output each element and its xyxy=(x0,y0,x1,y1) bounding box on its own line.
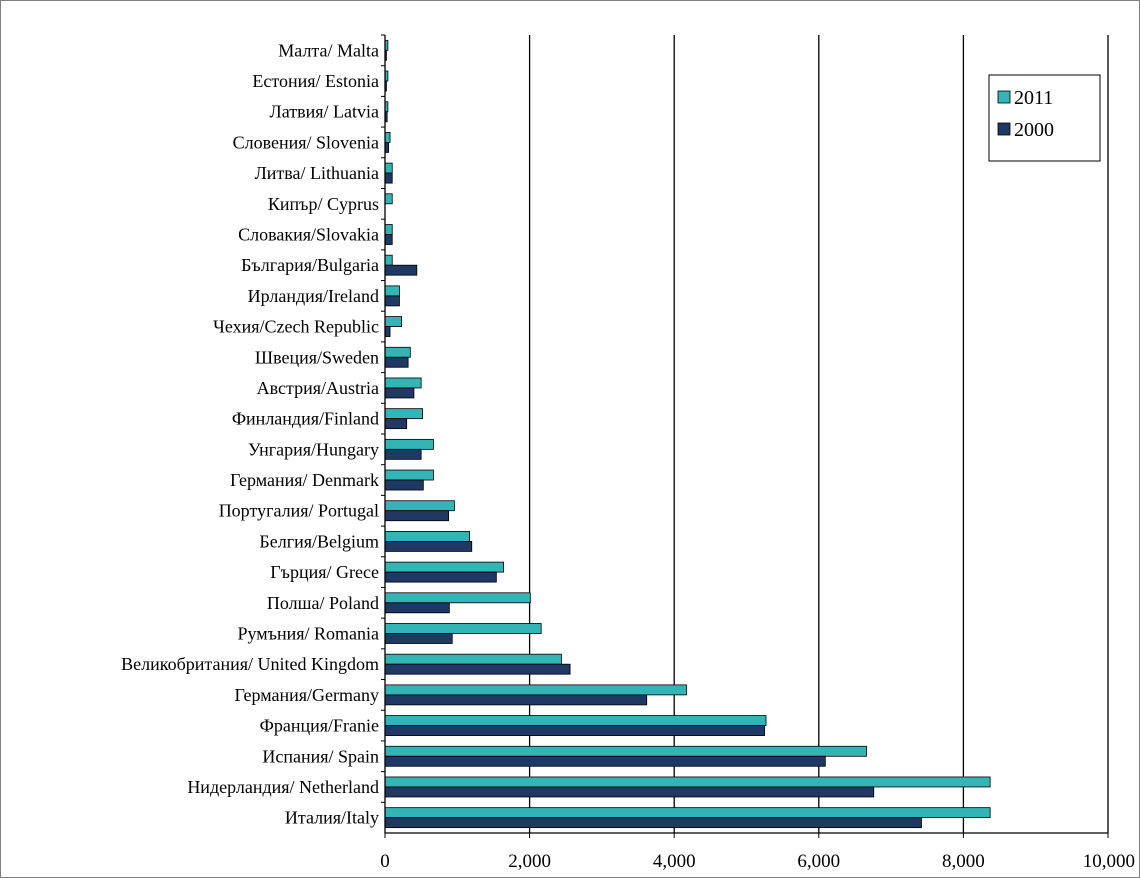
bar-2011-11 xyxy=(384,469,434,481)
bar-2000-1 xyxy=(384,786,875,798)
category-label: Чехия/Czech Republic xyxy=(213,317,379,337)
category-labels: Италия/Italy Нидерландия/ Netherland Испан… xyxy=(121,40,379,827)
category-label: Испания/ Spain xyxy=(262,746,379,766)
bar-2011-6 xyxy=(384,623,542,634)
category-label: Словакия/Slovakia xyxy=(238,225,379,245)
bar-2011-4 xyxy=(384,684,687,696)
category-label: Великобритания/ United Kingdom xyxy=(121,654,379,674)
x-tick-label: 2,000 xyxy=(508,851,551,872)
bar-2000-21 xyxy=(384,172,393,184)
bar-2000-14 xyxy=(384,387,415,399)
category-label: Нидерландия/ Netherland xyxy=(187,777,379,797)
legend-label-2011: 2011 xyxy=(1014,87,1053,109)
bar-2011-19 xyxy=(384,224,393,235)
category-label: Унгария/Hungary xyxy=(248,439,379,459)
bar-2000-18 xyxy=(384,264,418,276)
category-label: Франция/Franie xyxy=(260,716,379,736)
category-label: Австрия/Austria xyxy=(257,378,379,398)
category-label: Швеция/Sweden xyxy=(255,347,379,367)
category-label: Германия/ Denmark xyxy=(230,470,379,490)
category-label: Кипър/ Cyprus xyxy=(268,194,379,214)
category-label: Италия/Italy xyxy=(285,808,379,828)
bar-2000-11 xyxy=(384,479,424,491)
x-tick-label: 4,000 xyxy=(653,851,696,872)
category-label: Белгия/Belgium xyxy=(259,531,379,551)
legend-swatch-2011 xyxy=(997,90,1011,104)
bar-2011-13 xyxy=(384,408,423,420)
bar-2011-8 xyxy=(384,561,504,573)
bar-2000-17 xyxy=(384,295,400,307)
axes xyxy=(381,34,1109,838)
bar-2011-15 xyxy=(384,346,411,358)
category-label: България/Bulgaria xyxy=(241,255,379,275)
bar-2011-22 xyxy=(384,132,391,143)
bars xyxy=(384,39,991,829)
bar-2000-8 xyxy=(384,571,497,583)
bar-2011-7 xyxy=(384,592,531,604)
bar-2000-10 xyxy=(384,510,450,522)
bar-2000-16 xyxy=(384,326,391,337)
bar-2011-5 xyxy=(384,653,562,665)
category-label: Гърция/ Grece xyxy=(270,562,379,582)
bar-2000-7 xyxy=(384,602,450,614)
bar-2000-13 xyxy=(384,418,408,430)
legend-label-2000: 2000 xyxy=(1014,119,1054,141)
bar-2011-14 xyxy=(384,377,422,389)
bar-2000-15 xyxy=(384,356,409,368)
bar-2011-20 xyxy=(384,193,393,205)
category-label: Полша/ Poland xyxy=(267,593,379,613)
category-label: Латвия/ Latvia xyxy=(270,102,380,122)
x-tick-label: 10,000 xyxy=(1083,851,1135,872)
bar-2011-0 xyxy=(384,807,991,819)
legend: 2011 2000 xyxy=(988,74,1101,162)
bar-2000-3 xyxy=(384,725,765,736)
bar-2000-5 xyxy=(384,663,571,675)
x-tick-label: 6,000 xyxy=(797,851,840,872)
x-tick-label: 8,000 xyxy=(942,851,985,872)
category-label: Литва/ Lithuania xyxy=(255,163,379,183)
x-tick-labels: 0 2,000 4,000 6,000 8,000 10,000 xyxy=(380,851,1135,872)
bar-2000-2 xyxy=(384,755,826,767)
bar-2011-12 xyxy=(384,438,434,450)
category-label: Финландия/Finland xyxy=(232,409,379,429)
bar-2011-21 xyxy=(384,162,393,174)
category-label: Португалия/ Portugal xyxy=(219,501,379,521)
category-label: Словения/ Slovenia xyxy=(233,132,379,152)
category-label: Естония/ Estonia xyxy=(252,71,379,91)
bar-2000-0 xyxy=(384,817,922,829)
bar-2000-12 xyxy=(384,448,422,460)
legend-swatch-2000 xyxy=(997,122,1011,136)
category-label: Германия/Germany xyxy=(234,685,379,705)
x-tick-label: 0 xyxy=(380,851,390,872)
category-label: Малта/ Malta xyxy=(278,40,379,60)
legend-box xyxy=(988,74,1101,162)
bar-2011-10 xyxy=(384,500,455,512)
bar-2011-18 xyxy=(384,254,393,266)
bar-2000-19 xyxy=(384,234,393,245)
bar-2011-1 xyxy=(384,776,991,788)
category-label: Румъния/ Romania xyxy=(237,624,379,644)
bar-2011-9 xyxy=(384,531,470,542)
category-label: Ирландия/Ireland xyxy=(248,286,379,306)
bar-2000-9 xyxy=(384,541,473,552)
bar-2000-6 xyxy=(384,633,453,644)
bar-2000-4 xyxy=(384,694,648,706)
bar-2011-2 xyxy=(384,745,867,757)
bar-2011-16 xyxy=(384,316,403,327)
bar-2011-17 xyxy=(384,285,400,297)
bar-2011-3 xyxy=(384,715,767,726)
